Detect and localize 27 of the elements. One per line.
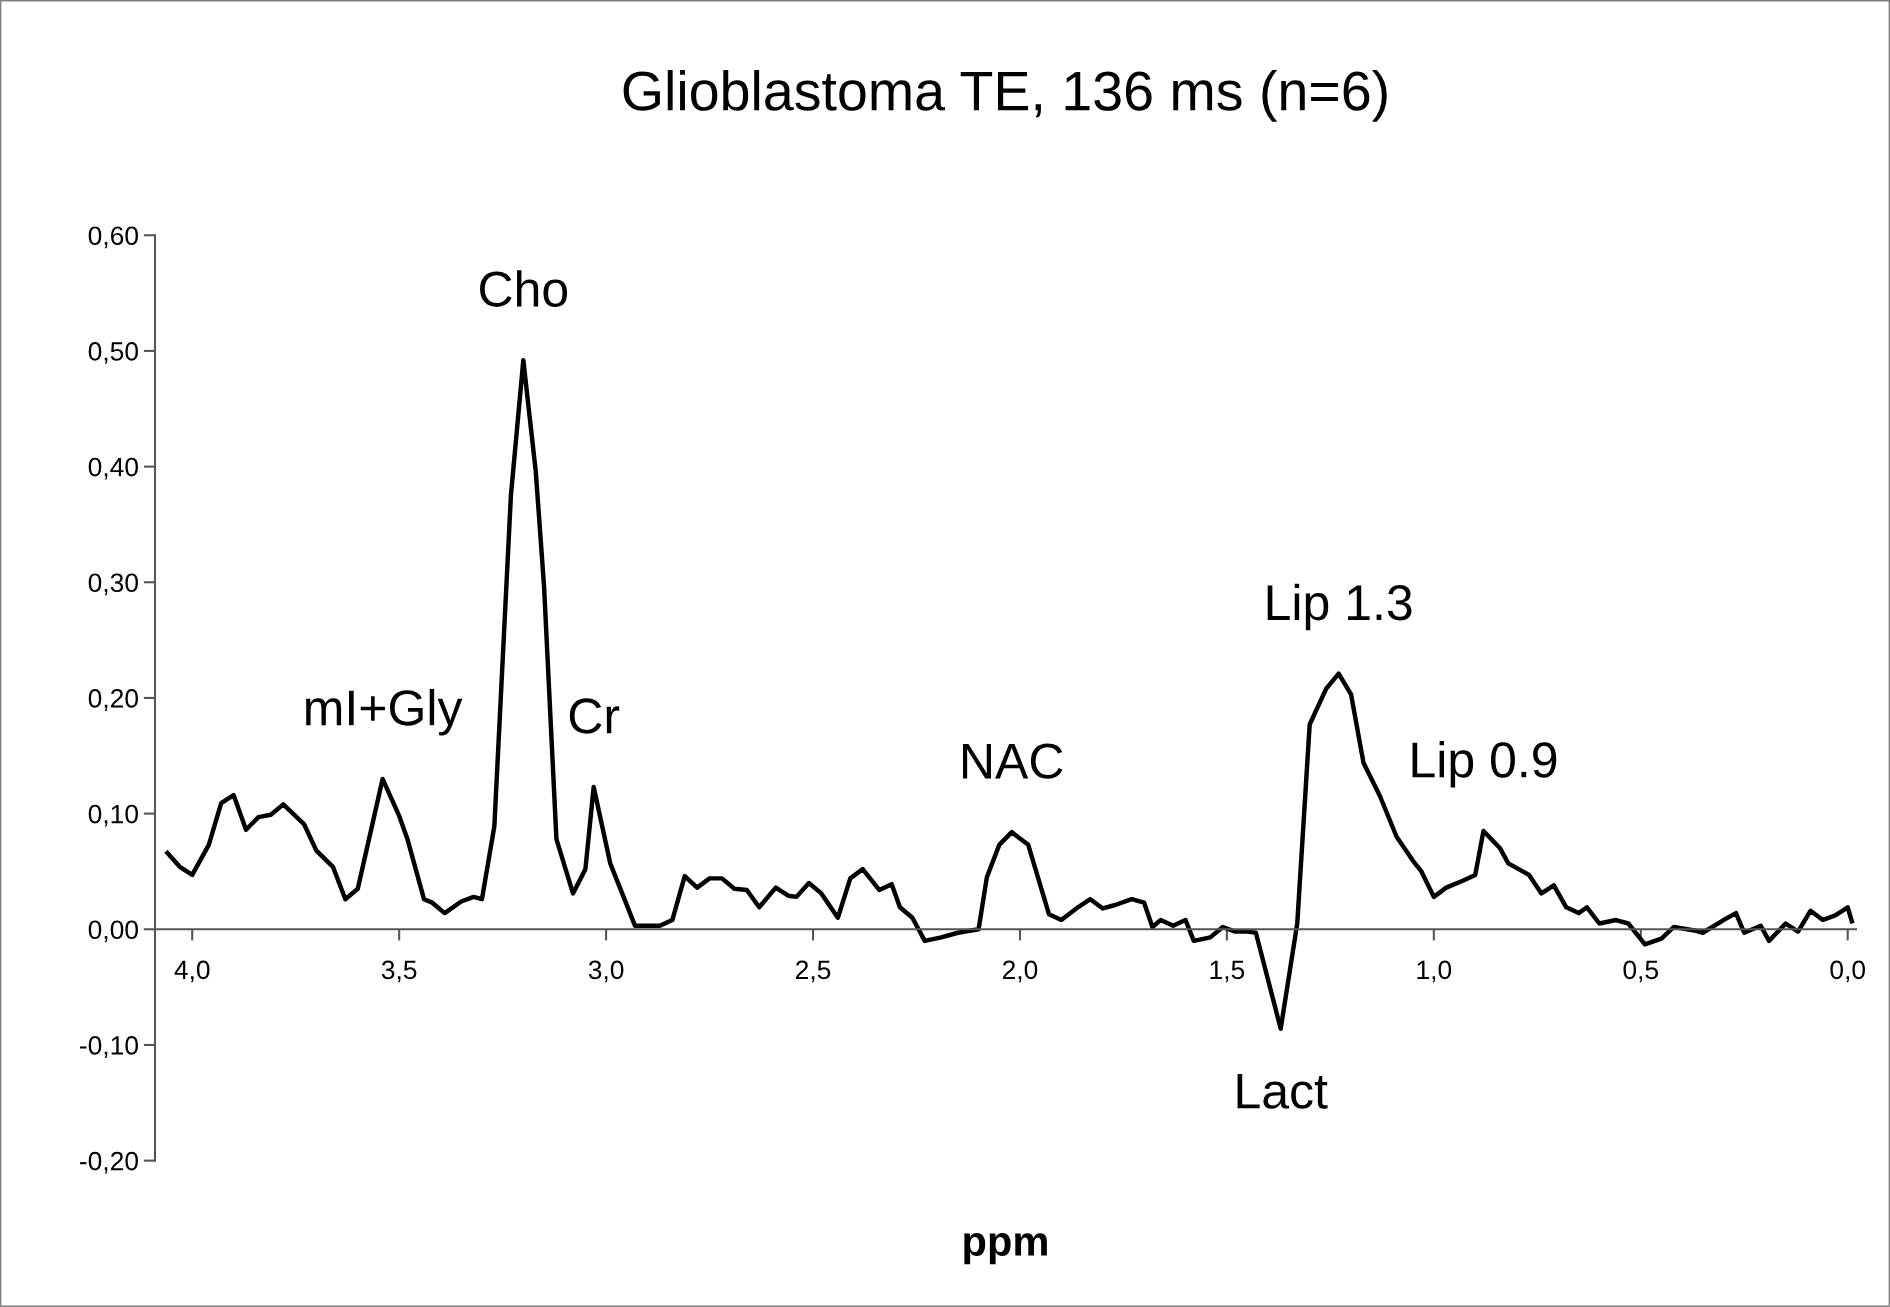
annotation: Cho (480, 270, 568, 307)
y-tick-label: 0,20 (88, 689, 138, 711)
annotation: Lact (1237, 1073, 1328, 1109)
x-tick-label: 3,0 (588, 960, 624, 983)
annotation: Cr (569, 698, 620, 734)
annotation: mI+Gly (306, 688, 463, 736)
x-tick-label: 1,5 (1210, 960, 1245, 983)
y-tick-label: 0,10 (88, 804, 138, 827)
x-tick-label: 0,5 (1623, 960, 1659, 983)
x-tick-label: 2,0 (1002, 960, 1038, 983)
x-tick-label: 4,0 (174, 960, 210, 983)
x-tick-label: 1,0 (1417, 960, 1452, 983)
y-tick-label: -0,10 (80, 1036, 138, 1058)
y-tick-label: 0,00 (88, 920, 138, 943)
y-tick-label: -0,20 (80, 1151, 138, 1174)
chart-title: Glioblastoma TE, 136 ms (n=6) (623, 70, 1387, 122)
annotation: Lip 1.3 (1267, 583, 1412, 631)
x-tick-label: 2,5 (796, 960, 831, 983)
y-tick-label: 0,30 (88, 573, 138, 596)
y-tick-label: 0,40 (88, 457, 138, 480)
annotation: Lip 0.9 (1412, 740, 1557, 788)
annotation: NAC (963, 743, 1063, 779)
x-axis-title: ppm (964, 1233, 1047, 1265)
x-tick-label: 3,5 (381, 960, 417, 983)
y-tick-label: 0,60 (88, 226, 138, 249)
y-tick-label: 0,50 (88, 342, 138, 364)
x-tick-label: 0,0 (1830, 960, 1866, 983)
